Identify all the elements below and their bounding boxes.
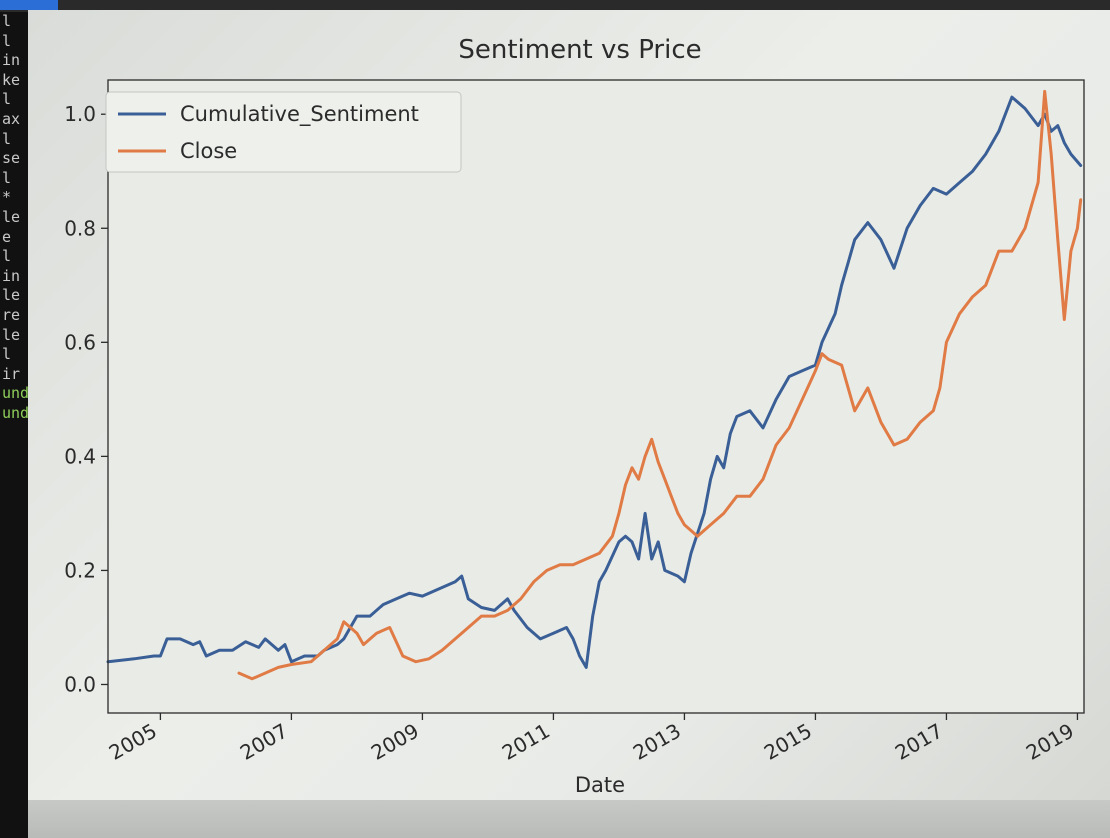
terminal-line: l [2, 31, 12, 50]
terminal-line: ke [2, 70, 21, 89]
x-tick-label: 2009 [367, 719, 423, 765]
x-axis: 2005 2007 2009 2011 2013 2015 2017 2019 [105, 713, 1079, 765]
x-tick-label: 2005 [105, 719, 161, 765]
terminal-line: e [2, 227, 12, 246]
y-tick-label: 0.4 [64, 444, 96, 468]
terminal-line: l [2, 129, 12, 148]
terminal-line: le [2, 207, 21, 226]
x-tick-label: 2017 [891, 719, 947, 765]
terminal-line: l [2, 12, 12, 30]
terminal-line: re [2, 305, 21, 324]
terminal-line: ax [2, 109, 21, 128]
series-line-close [237, 89, 1083, 681]
y-tick-label: 0.0 [64, 672, 96, 696]
terminal-line: l [2, 247, 12, 266]
terminal-line: in [2, 266, 21, 285]
terminal-line: l [2, 90, 12, 109]
series-line-cumulative-sentiment [106, 95, 1083, 669]
terminal-line: * [2, 188, 12, 207]
plot-frame [107, 79, 1085, 714]
legend-label: Cumulative_Sentiment [180, 102, 419, 127]
y-tick-label: 0.6 [64, 330, 96, 354]
chart-title: Sentiment vs Price [458, 35, 701, 65]
terminal-line: l [2, 168, 12, 187]
legend-box [105, 91, 462, 173]
y-tick-label: 1.0 [64, 102, 96, 126]
terminal-line: se [2, 149, 21, 168]
monitor-bezel [28, 800, 1110, 838]
x-tick-label: 2011 [498, 719, 554, 765]
x-axis-label: Date [575, 773, 625, 797]
legend: Cumulative_Sentiment Close [105, 91, 462, 173]
legend-label: Close [180, 139, 237, 163]
plot-area [108, 80, 1084, 713]
window-top-bar [0, 0, 1110, 12]
y-tick-label: 0.8 [64, 216, 96, 240]
y-tick-label: 0.2 [64, 558, 96, 582]
terminal-line: le [2, 325, 21, 344]
terminal-line: le [2, 286, 21, 305]
x-tick-label: 2019 [1022, 719, 1078, 765]
terminal-line: in [2, 51, 21, 70]
series-layer [106, 89, 1083, 681]
x-tick-label: 2013 [629, 719, 685, 765]
y-axis: 0.0 0.2 0.4 0.6 0.8 1.0 [64, 102, 108, 696]
terminal-line: und [2, 384, 30, 403]
active-window-tab[interactable] [0, 0, 58, 10]
terminal-line: ir [2, 364, 21, 383]
x-tick-label: 2015 [760, 719, 816, 765]
terminal-line: und [2, 403, 30, 422]
x-tick-label: 2007 [236, 719, 292, 765]
terminal-line: l [2, 345, 12, 364]
